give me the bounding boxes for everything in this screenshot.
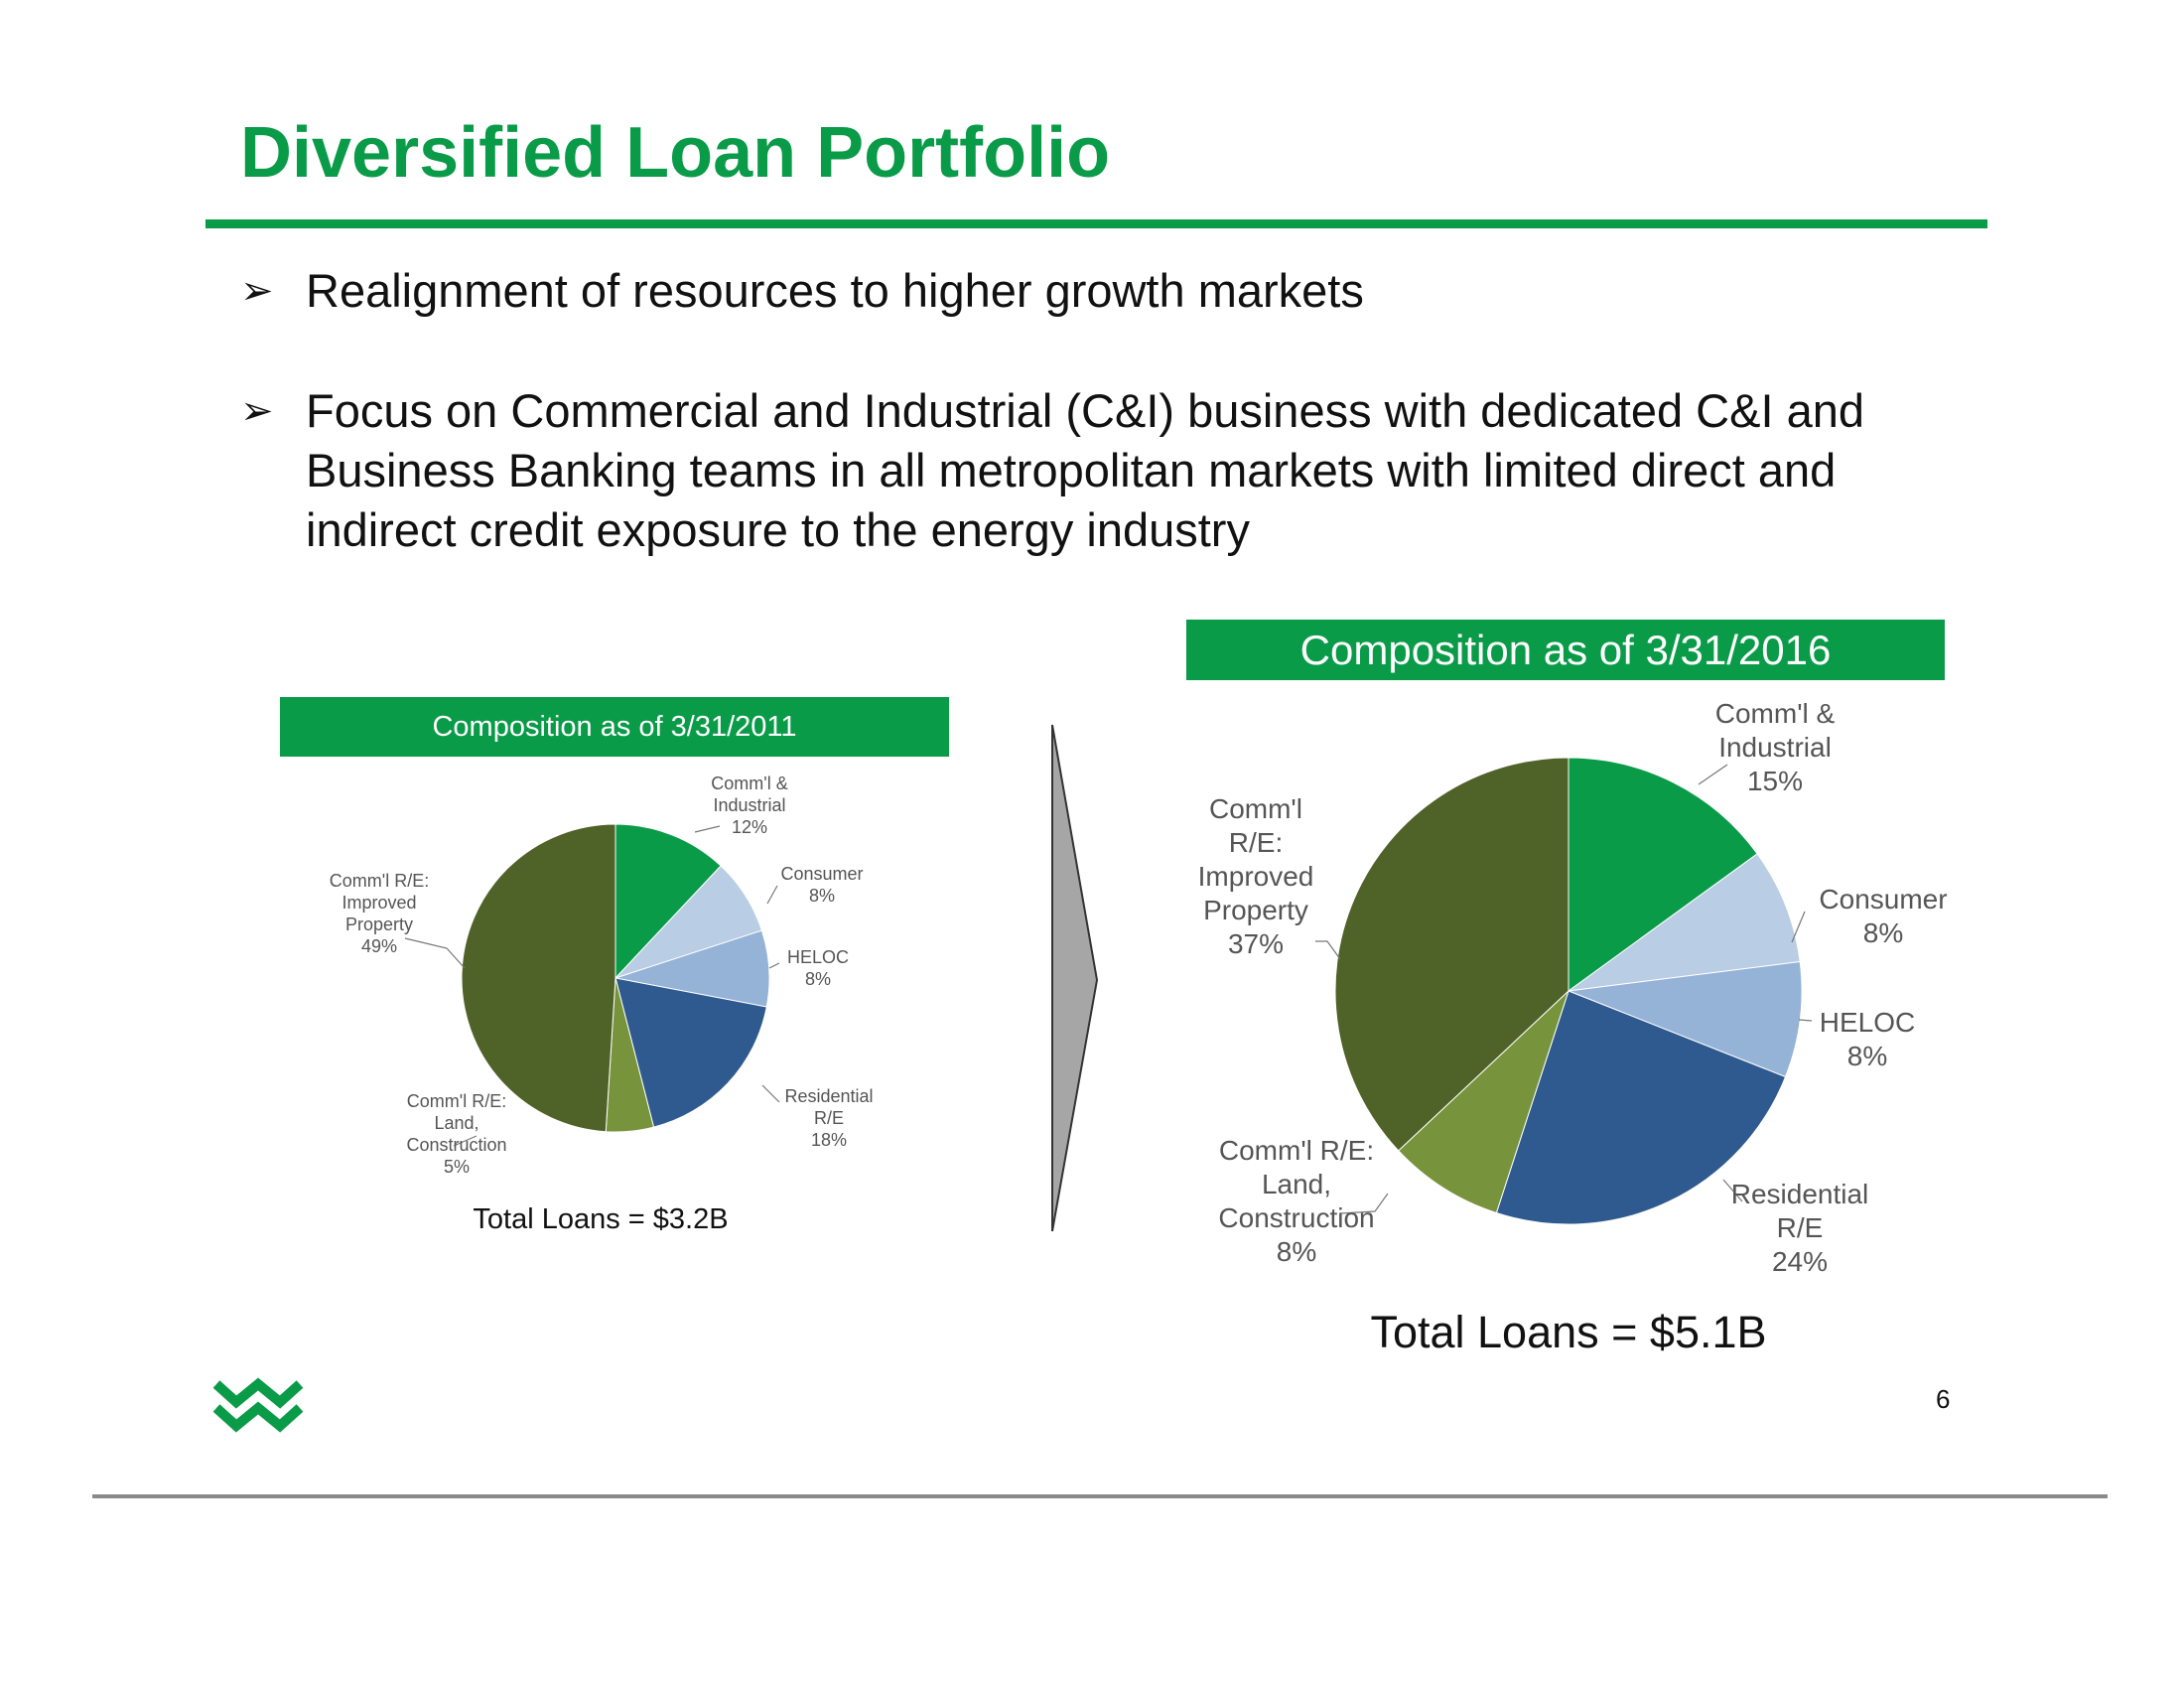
slice-leader-line (761, 1084, 780, 1103)
slice-label: Comm'l & Industrial 15% (1715, 698, 1836, 796)
slice-leader-line (1798, 1019, 1813, 1022)
footer-divider (92, 1494, 2108, 1498)
pie-slice (1397, 990, 1570, 1214)
slice-leader-line (404, 937, 466, 969)
slice-leader-line (1698, 764, 1728, 785)
pie-slice (614, 977, 767, 1128)
total-loans-2011: Total Loans = $3.2B (473, 1203, 729, 1235)
slice-leader-line (1791, 911, 1806, 943)
slice-leader-line (1722, 1179, 1743, 1202)
slice-leader-line (1339, 1193, 1389, 1214)
slice-label: Comm'l R/E: Land, Construction 8% (1218, 1135, 1374, 1267)
slice-leader-line (1315, 940, 1341, 960)
pie-slice (461, 823, 616, 1133)
bullet-arrow-icon: ➢ (240, 389, 274, 433)
bullet-text: Realignment of resources to higher growt… (306, 264, 1364, 317)
slice-label: Residential R/E 24% (1731, 1179, 1869, 1277)
slice-leader-line (766, 885, 778, 905)
chart-title-2011: Composition as of 3/31/2011 (280, 697, 949, 757)
slice-label: HELOC 8% (1820, 1007, 1915, 1071)
slice-label: Comm'l R/E: Improved Property 37% (1198, 793, 1314, 959)
double-chevron-w-logo-icon (212, 1377, 304, 1433)
slice-label: HELOC 8% (787, 947, 849, 989)
transition-arrow-icon (1051, 724, 1099, 1232)
slide-title: Diversified Loan Portfolio (240, 113, 1111, 193)
slice-label: Consumer 8% (1819, 884, 1947, 948)
pie-slice (1495, 990, 1787, 1225)
slice-label: Consumer 8% (780, 864, 863, 906)
chart-title-2016: Composition as of 3/31/2016 (1186, 620, 1945, 680)
total-loans-2016: Total Loans = $5.1B (1370, 1307, 1767, 1357)
slice-leader-line (453, 1135, 478, 1147)
page-number: 6 (1936, 1384, 1951, 1414)
title-divider (205, 219, 1987, 228)
pie-chart-2011: Comm'l & Industrial 12% Consumer 8% HELOC 8% Re… (330, 774, 874, 1177)
slice-label: Residential R/E 18% (784, 1086, 873, 1150)
slice-label: Comm'l & Industrial 12% (711, 774, 787, 837)
pie-slice (1568, 853, 1801, 992)
bullet-arrow-icon: ➢ (240, 269, 274, 313)
pie-slice (614, 823, 722, 980)
pie-chart-2016: Comm'l & Industrial 15% Consumer 8% HELOC 8% Re… (1198, 698, 1948, 1277)
transition-arrow-shape (1051, 724, 1099, 1232)
slice-label: Comm'l R/E: Land, Construction 5% (406, 1091, 506, 1177)
slice-leader-line (694, 825, 721, 833)
pie-slice (1334, 757, 1570, 1152)
slice-leader-line (768, 962, 780, 969)
pie-slice (1568, 757, 1758, 992)
slice-label: Comm'l R/E: Improved Property 49% (330, 871, 429, 956)
bullet-text: Focus on Commercial and Industrial (C&I)… (306, 384, 1865, 556)
